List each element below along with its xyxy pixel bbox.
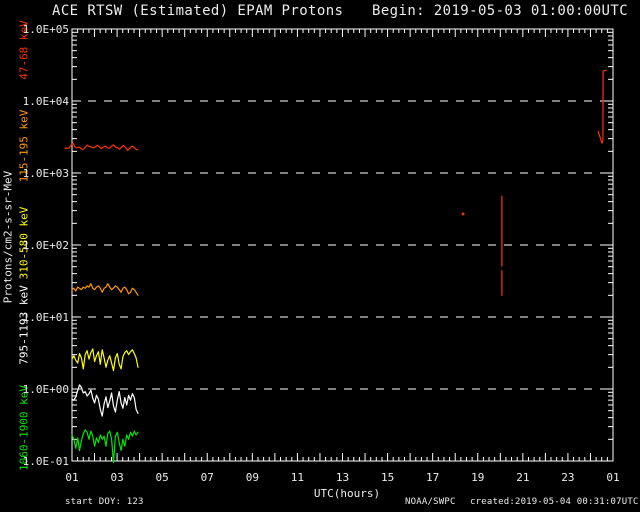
series-trace-end-of-plot-spike-00-35-utc xyxy=(597,69,607,144)
series-trace-47-68-kev xyxy=(64,142,139,151)
data-point xyxy=(461,212,465,216)
footer-agency: NOAA/SWPC xyxy=(405,497,456,507)
x-tick-label: 03 xyxy=(110,471,123,484)
chart-title: ACE RTSW (Estimated) EPAM Protons xyxy=(52,3,344,19)
y-tick-label: 1.0E+05 xyxy=(23,23,69,36)
x-tick-label: 15 xyxy=(381,471,394,484)
series-trace-795-1193-kev xyxy=(71,384,139,417)
footer-created-timestamp: created:2019-05-04 00:31:07UTC xyxy=(470,497,639,507)
x-axis-title: UTC(hours) xyxy=(313,487,381,500)
x-tick-label: 05 xyxy=(156,471,169,484)
y-tick-label: 1.0E-01 xyxy=(23,455,69,468)
y-tick-label: 1.0E+04 xyxy=(23,95,70,108)
y-tick-label: 1.0E+00 xyxy=(23,383,69,396)
y-tick-label: 1.0E+01 xyxy=(23,311,69,324)
series-trace-115-195-kev xyxy=(71,283,139,296)
x-tick-label: 23 xyxy=(561,471,574,484)
x-tick-label: 13 xyxy=(336,471,349,484)
y-tick-label: 1.0E+03 xyxy=(23,167,69,180)
x-tick-label: 11 xyxy=(291,471,304,484)
x-tick-label: 09 xyxy=(246,471,259,484)
x-tick-label: 21 xyxy=(516,471,529,484)
y-tick-label: 1.0E+02 xyxy=(23,239,69,252)
x-tick-label: 17 xyxy=(426,471,439,484)
chart-begin-timestamp: Begin: 2019-05-03 01:00:00UTC xyxy=(372,3,629,19)
x-tick-label: 19 xyxy=(471,471,484,484)
footer-start-doy: start DOY: 123 xyxy=(65,497,144,507)
series-trace-1060-1900-kev xyxy=(71,429,139,464)
x-tick-label: 01 xyxy=(606,471,619,484)
x-tick-label: 01 xyxy=(65,471,78,484)
x-tick-label: 07 xyxy=(201,471,214,484)
series-trace-310-580-kev xyxy=(71,348,139,372)
